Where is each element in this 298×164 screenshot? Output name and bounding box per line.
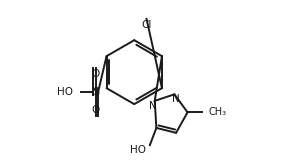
- Text: O: O: [91, 105, 100, 114]
- Text: Cl: Cl: [141, 20, 152, 30]
- Text: CH₃: CH₃: [209, 107, 227, 117]
- Text: N: N: [149, 101, 157, 111]
- Text: HO: HO: [130, 145, 146, 155]
- Text: O: O: [91, 69, 100, 79]
- Text: S: S: [92, 87, 99, 97]
- Text: HO: HO: [57, 87, 73, 97]
- Text: N: N: [172, 94, 180, 104]
